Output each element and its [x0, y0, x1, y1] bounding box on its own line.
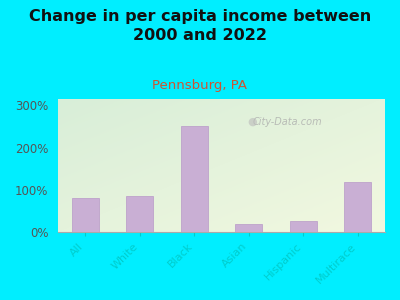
Bar — [235, 224, 262, 232]
Bar — [72, 197, 99, 232]
Text: ●: ● — [248, 117, 258, 127]
Bar — [290, 221, 317, 232]
Bar — [344, 182, 371, 232]
Bar — [126, 196, 154, 232]
Text: Pennsburg, PA: Pennsburg, PA — [152, 80, 248, 92]
Text: City-Data.com: City-Data.com — [252, 117, 322, 127]
Bar — [181, 126, 208, 232]
Text: Change in per capita income between
2000 and 2022: Change in per capita income between 2000… — [29, 9, 371, 43]
